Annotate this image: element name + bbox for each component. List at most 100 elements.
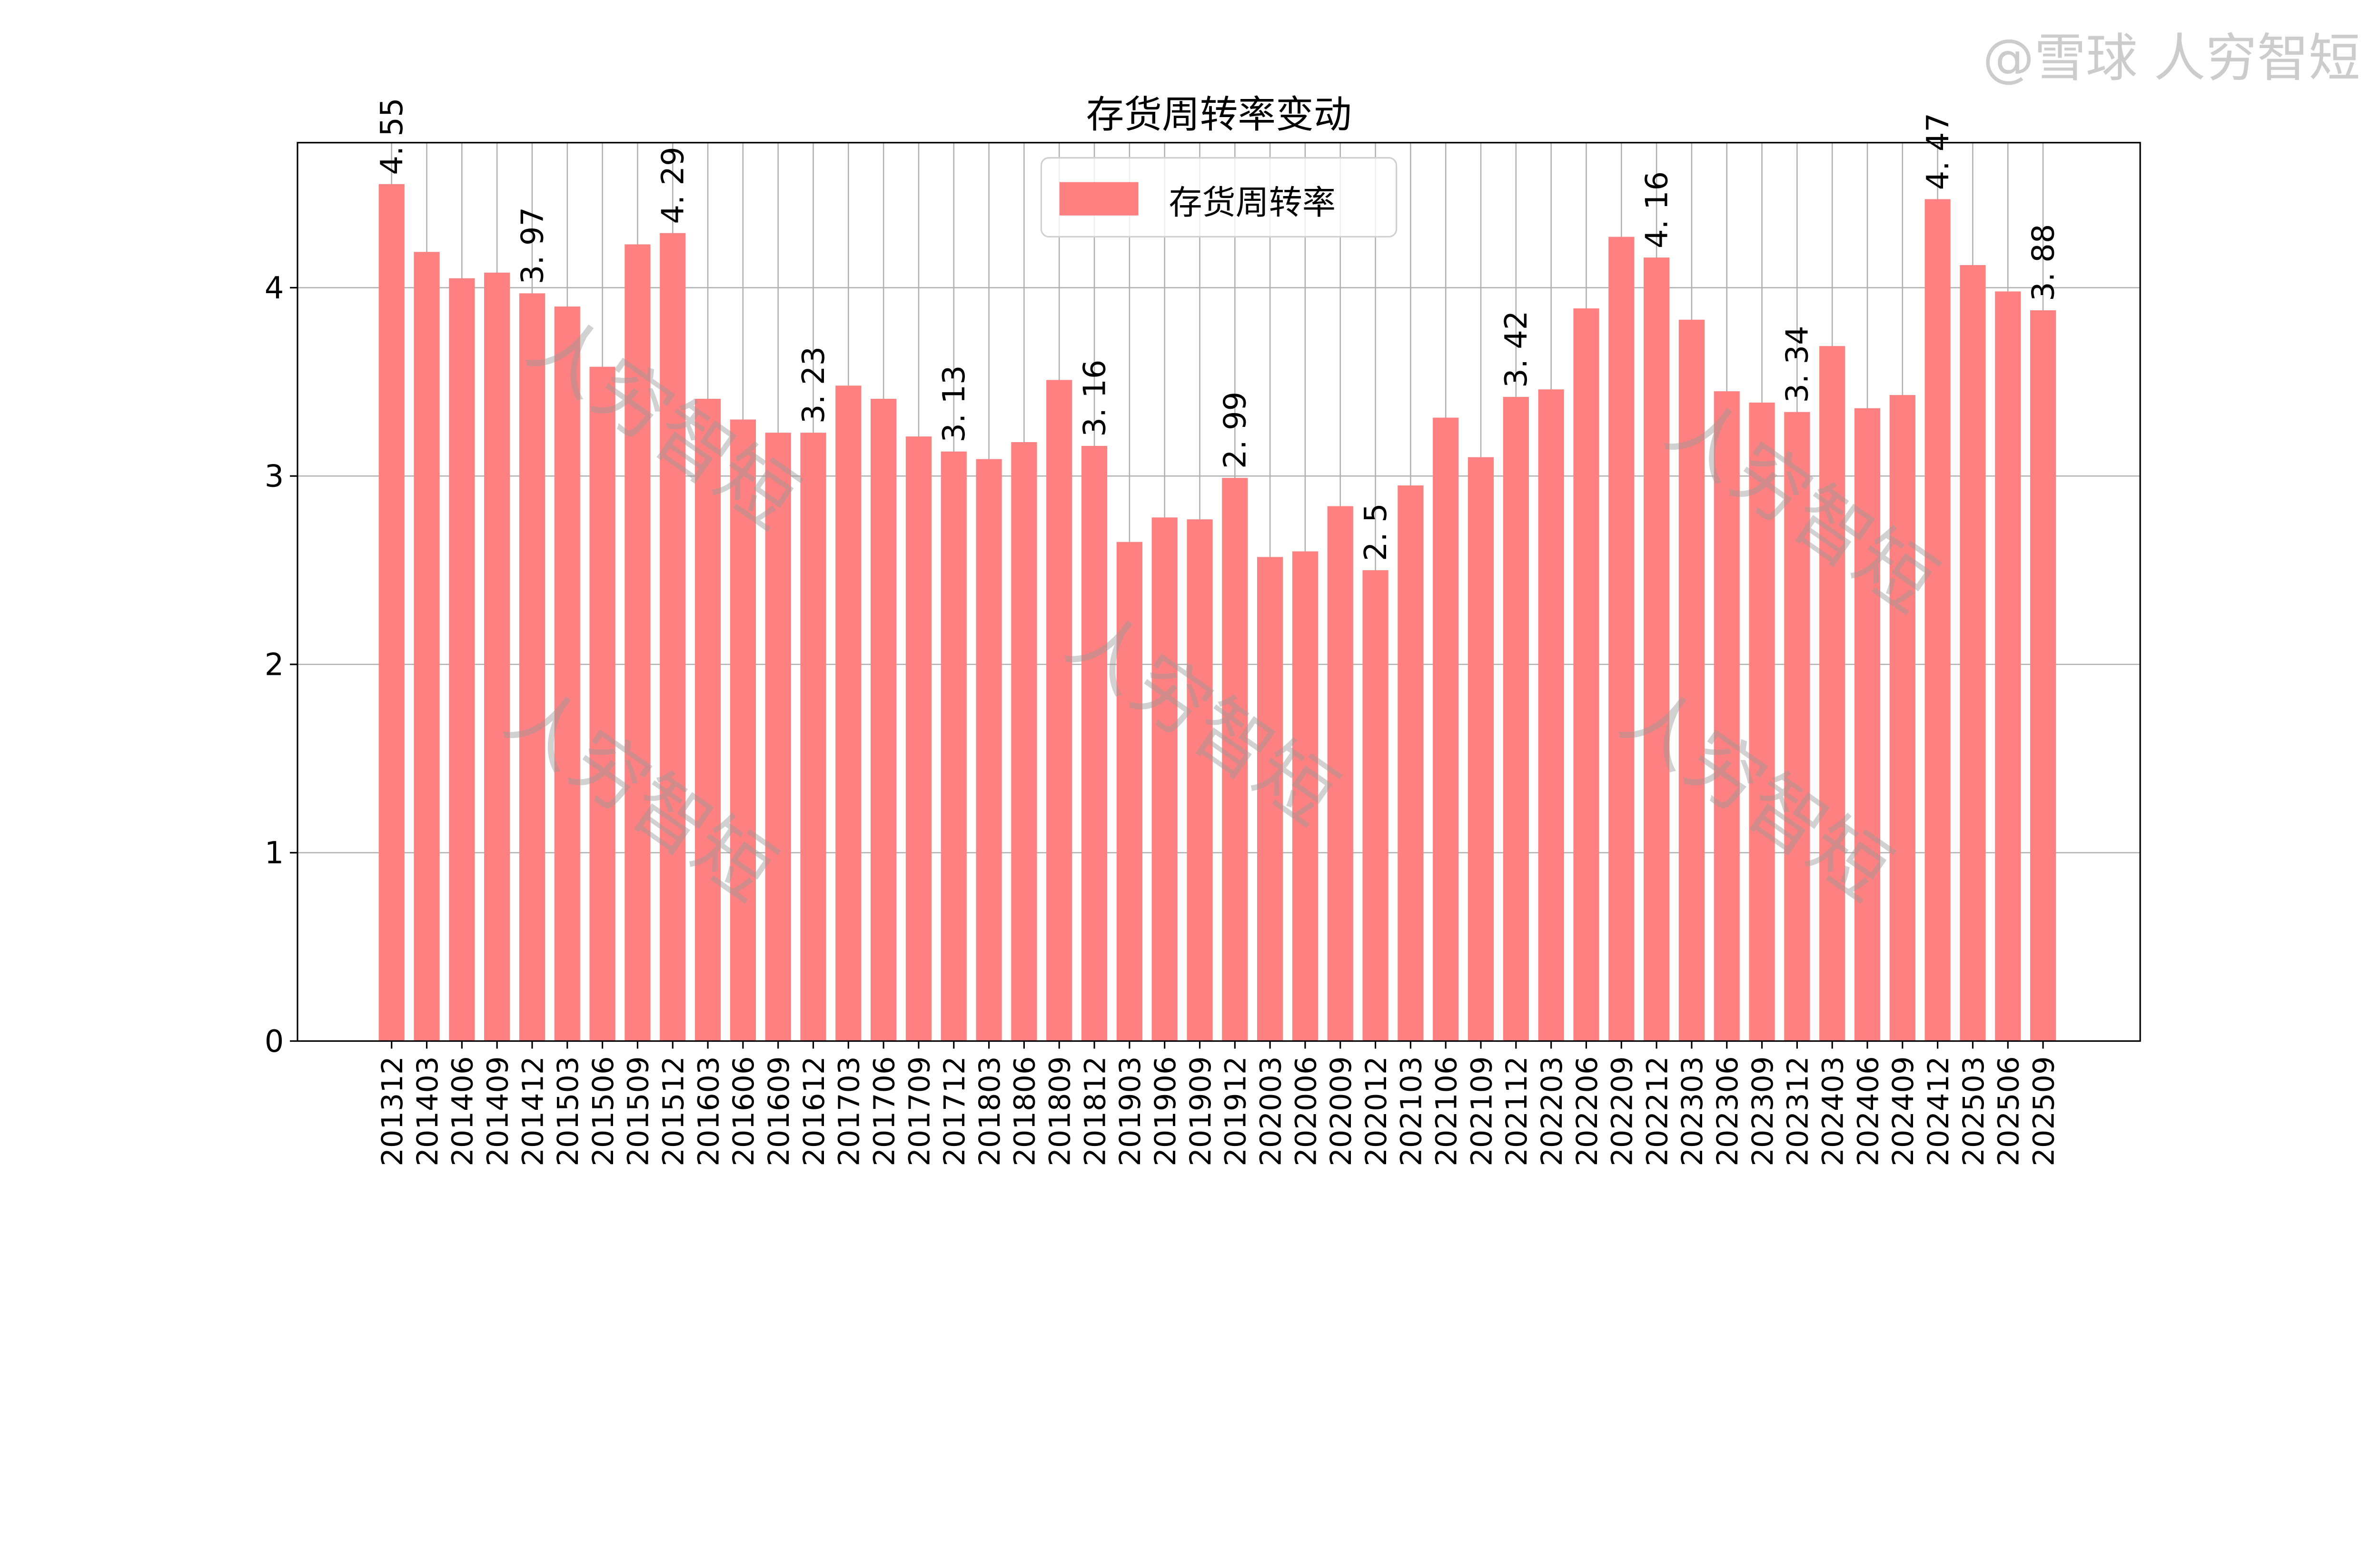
x-tick-label: 201406: [446, 1056, 480, 1166]
y-tick-label: 1: [265, 836, 284, 871]
bar-201412: [519, 293, 545, 1041]
data-label-201412: 3. 97: [515, 207, 550, 284]
x-tick-label: 202103: [1395, 1056, 1428, 1166]
x-tick-label: 201403: [411, 1056, 445, 1166]
x-tick-label: 201412: [516, 1056, 550, 1166]
legend-swatch: [1059, 182, 1139, 216]
x-tick-label: 202309: [1746, 1056, 1780, 1166]
x-tick-label: 202303: [1676, 1056, 1709, 1166]
bar-202506: [1995, 291, 2021, 1041]
x-tick-label: 201609: [763, 1056, 796, 1166]
x-tick-label: 201909: [1184, 1056, 1218, 1166]
x-tick-label: 201506: [587, 1056, 620, 1166]
x-tick-label: 201912: [1220, 1056, 1253, 1166]
bar-202509: [2030, 310, 2056, 1041]
x-tick-label: 202409: [1887, 1056, 1920, 1166]
y-tick-label: 4: [265, 271, 284, 306]
bar-202303: [1678, 319, 1705, 1041]
bar-202109: [1468, 457, 1494, 1041]
x-tick-label: 201903: [1114, 1056, 1147, 1166]
bar-202306: [1714, 391, 1740, 1041]
bar-201703: [835, 385, 862, 1041]
y-tick-label: 3: [265, 459, 284, 494]
x-tick-label: 202109: [1465, 1056, 1498, 1166]
bar-202106: [1433, 417, 1459, 1041]
bar-201509: [625, 244, 651, 1041]
data-label-202012: 2. 5: [1359, 503, 1394, 561]
bar-201612: [800, 433, 826, 1041]
bar-201609: [765, 433, 791, 1041]
x-tick-label: 201603: [692, 1056, 725, 1166]
y-tick-label: 2: [265, 647, 284, 682]
bar-202403: [1819, 346, 1845, 1041]
y-tick-label: 0: [265, 1024, 284, 1059]
x-tick-label: 202106: [1430, 1056, 1464, 1166]
bar-202406: [1854, 408, 1881, 1041]
bar-201906: [1151, 517, 1178, 1041]
x-tick-label: 201512: [657, 1056, 691, 1166]
x-tick-label: 201312: [376, 1056, 409, 1166]
x-tick-label: 201812: [1079, 1056, 1112, 1166]
bar-202103: [1398, 485, 1424, 1041]
bar-201903: [1116, 542, 1142, 1041]
bar-202203: [1538, 389, 1564, 1041]
x-tick-label: 201803: [973, 1056, 1007, 1166]
bar-201712: [941, 451, 967, 1041]
x-tick-label: 201706: [868, 1056, 901, 1166]
x-tick-label: 201612: [798, 1056, 831, 1166]
data-label-202412: 4. 47: [1921, 113, 1956, 190]
bar-201706: [871, 398, 897, 1041]
bar-202309: [1749, 402, 1775, 1041]
x-tick-label: 202009: [1325, 1056, 1358, 1166]
x-tick-label: 202206: [1571, 1056, 1604, 1166]
x-tick-label: 201906: [1149, 1056, 1182, 1166]
data-label-202509: 3. 88: [2026, 224, 2061, 301]
data-label-202112: 3. 42: [1499, 311, 1534, 388]
bar-202212: [1644, 257, 1670, 1041]
bar-201503: [554, 306, 580, 1041]
x-tick-label: 202209: [1606, 1056, 1639, 1166]
bar-201909: [1187, 519, 1213, 1041]
x-axis: 201312 201403 201406 201409 201412 201503 2015…: [376, 1041, 2061, 1166]
x-tick-label: 201503: [552, 1056, 585, 1166]
data-labels: 4. 55 3. 97 4. 29 3. 23 3. 13 3. 16 2. 99 2. 5 3…: [375, 98, 2061, 561]
legend-label: 存货周转率: [1169, 183, 1336, 222]
bar-201803: [976, 459, 1002, 1041]
bar-201403: [414, 252, 440, 1041]
x-tick-label: 202112: [1500, 1056, 1534, 1166]
plot-frame: [297, 142, 2141, 1042]
x-tick-label: 202412: [1922, 1056, 1955, 1166]
bar-202206: [1573, 308, 1599, 1041]
bar-202312: [1784, 412, 1810, 1041]
bar-202009: [1327, 506, 1353, 1041]
bar-201603: [694, 398, 721, 1041]
data-label-201312: 4. 55: [375, 98, 410, 175]
x-tick-label: 202006: [1289, 1056, 1323, 1166]
x-tick-label: 202312: [1782, 1056, 1815, 1166]
x-tick-label: 202503: [1957, 1056, 1991, 1166]
bar-202409: [1889, 395, 1915, 1041]
data-label-201612: 3. 23: [796, 346, 832, 424]
x-tick-label: 202403: [1817, 1056, 1850, 1166]
bar-202503: [1960, 265, 1986, 1041]
x-tick-label: 201703: [833, 1056, 866, 1166]
bar-202209: [1608, 237, 1635, 1041]
bar-201512: [660, 233, 686, 1041]
x-tick-label: 202212: [1641, 1056, 1674, 1166]
bar-201812: [1081, 445, 1108, 1041]
data-label-201812: 3. 16: [1077, 360, 1112, 437]
x-tick-label: 201606: [727, 1056, 761, 1166]
x-tick-label: 202509: [2027, 1056, 2061, 1166]
bars: [378, 184, 2056, 1041]
bar-202003: [1257, 557, 1283, 1041]
bar-201912: [1222, 478, 1248, 1041]
x-tick-label: 201712: [938, 1056, 972, 1166]
x-tick-label: 202506: [1993, 1056, 2026, 1166]
bar-201506: [589, 366, 615, 1041]
x-tick-label: 202003: [1254, 1056, 1288, 1166]
data-label-202212: 4. 16: [1639, 171, 1675, 248]
y-axis: 0 1 2 3 4: [265, 271, 298, 1059]
bar-201806: [1011, 442, 1037, 1041]
data-label-201512: 4. 29: [656, 147, 691, 224]
